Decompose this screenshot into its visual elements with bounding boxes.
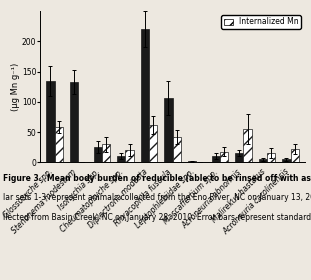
Bar [211, 156, 220, 162]
Bar [149, 125, 157, 162]
Text: llected from Basin Creek, NC on January 28, 2010. Error bars represent standard : llected from Basin Creek, NC on January … [3, 213, 311, 222]
Y-axis label: (μg Mn g⁻¹): (μg Mn g⁻¹) [12, 63, 21, 111]
Text: Figure 3.  Mean body burden of reducible (able to be rinsed off with ascorbate) : Figure 3. Mean body burden of reducible … [3, 174, 311, 183]
Text: lar sets 1-3 represent animals collected from the Eno River, NC on January 13, 2: lar sets 1-3 represent animals collected… [3, 193, 311, 202]
Bar [141, 29, 149, 162]
Bar [117, 156, 125, 162]
Bar [220, 151, 228, 162]
Bar [102, 144, 110, 162]
Bar [290, 149, 299, 162]
Bar [173, 137, 181, 162]
Bar [94, 147, 102, 162]
Bar [267, 153, 275, 162]
Legend: Internalized Mn: Internalized Mn [221, 15, 301, 29]
Bar [282, 159, 290, 162]
Bar [55, 127, 63, 162]
Bar [125, 150, 134, 162]
Bar [259, 159, 267, 162]
Bar [244, 129, 252, 162]
Bar [70, 82, 78, 162]
Bar [188, 161, 196, 162]
Bar [235, 153, 244, 162]
Bar [164, 98, 173, 162]
Bar [46, 81, 55, 162]
